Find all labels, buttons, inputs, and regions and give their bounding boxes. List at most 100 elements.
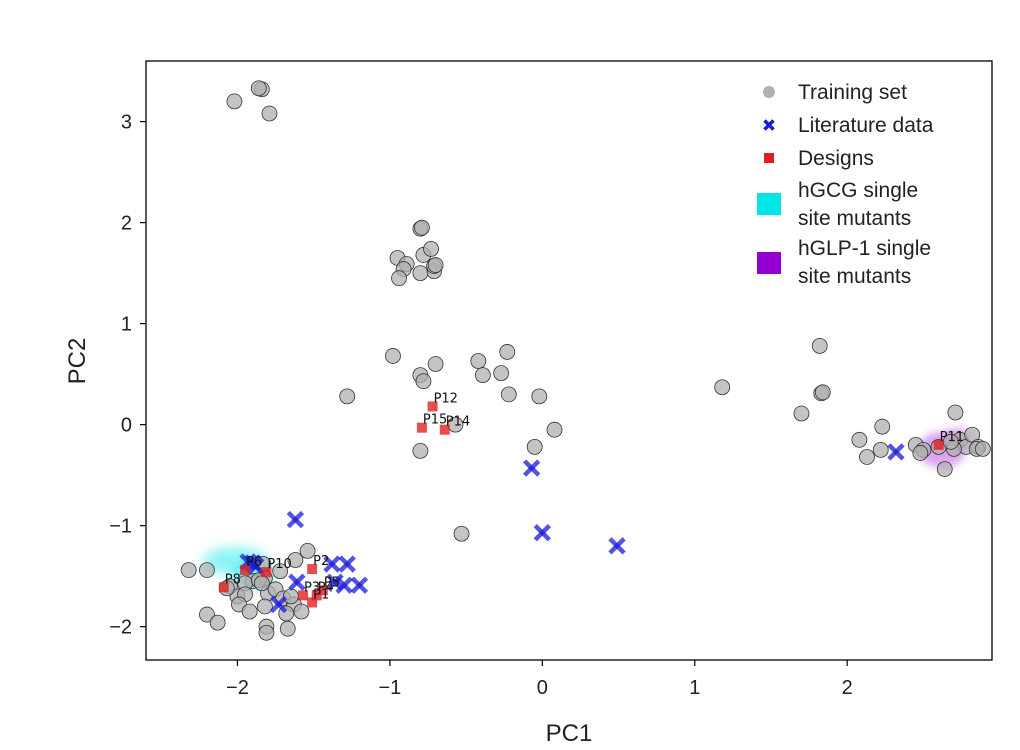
- training-point: [874, 418, 891, 435]
- x-tick-label: −1: [378, 677, 401, 699]
- literature-point: [286, 510, 305, 529]
- literature-point: [350, 576, 369, 594]
- x-tick-label: −2: [226, 677, 249, 699]
- legend-label: hGCG single: [798, 179, 918, 202]
- training-point: [493, 365, 510, 382]
- training-point: [414, 219, 430, 236]
- training-point: [423, 240, 439, 257]
- training-point: [974, 440, 991, 457]
- y-tick-label: −2: [109, 617, 132, 639]
- training-point: [209, 614, 226, 631]
- training-point: [851, 431, 868, 448]
- training-point: [526, 438, 543, 455]
- literature-point: [338, 555, 356, 573]
- legend-label: Designs: [798, 147, 874, 170]
- design-point-label: P1: [313, 587, 329, 602]
- training-point: [385, 348, 401, 364]
- training-point: [180, 562, 197, 578]
- y-axis-label: PC2: [64, 338, 91, 385]
- training-point: [279, 620, 296, 637]
- literature-point: [533, 524, 552, 542]
- training-point: [474, 367, 491, 384]
- training-point: [912, 445, 929, 461]
- training-point: [793, 405, 810, 422]
- training-point: [453, 525, 470, 542]
- literature-point: [326, 573, 344, 591]
- y-tick-label: 3: [121, 112, 132, 134]
- training-point: [391, 270, 407, 287]
- x-axis-ticks: −2 −1 0 1 2: [226, 660, 853, 699]
- legend-item-designs: Designs: [764, 147, 874, 170]
- design-point-label: P5: [324, 575, 340, 590]
- training-point: [447, 416, 464, 433]
- training-point: [412, 443, 429, 459]
- design-point: [439, 424, 450, 435]
- x-axis-label: PC1: [546, 720, 593, 747]
- training-point: [299, 543, 316, 559]
- legend-item-hgcg: hGCG single site mutants: [757, 179, 918, 230]
- design-point-label: P8: [225, 572, 241, 587]
- legend-label: hGLP-1 single: [798, 237, 931, 260]
- design-point-label: P12: [434, 391, 458, 406]
- plot-frame: [145, 60, 993, 661]
- literature-data-points: [239, 443, 905, 614]
- design-point: [317, 585, 328, 596]
- legend-item-training: Training set: [763, 81, 907, 104]
- design-point: [307, 564, 318, 575]
- training-point: [546, 421, 563, 438]
- training-point: [427, 257, 444, 273]
- training-point: [256, 598, 273, 615]
- training-point: [714, 379, 731, 396]
- literature-point: [247, 557, 265, 575]
- legend-label: Literature data: [798, 114, 934, 137]
- x-tick-label: 1: [689, 677, 700, 699]
- training-point: [499, 344, 516, 360]
- training-point: [859, 449, 875, 465]
- design-point: [307, 597, 318, 608]
- design-point-label: P6: [246, 555, 262, 570]
- training-point: [272, 563, 289, 580]
- training-point: [287, 552, 304, 568]
- design-point: [416, 422, 427, 433]
- legend-label: Training set: [798, 81, 907, 104]
- training-point: [241, 603, 258, 620]
- training-point: [811, 337, 828, 354]
- training-point: [814, 384, 831, 401]
- y-axis-ticks: −2 −1 0 1 2 3: [109, 112, 146, 639]
- design-point-label: P14: [446, 415, 470, 430]
- design-point: [261, 567, 272, 578]
- training-point: [531, 388, 548, 405]
- y-tick-label: 0: [121, 415, 132, 437]
- design-point-label: P15: [423, 413, 447, 428]
- training-point: [282, 588, 299, 605]
- literature-point: [288, 573, 306, 591]
- x-tick-label: 0: [537, 677, 548, 699]
- training-point: [412, 265, 429, 282]
- legend-item-literature: Literature data: [763, 114, 934, 137]
- training-set-points: [180, 80, 991, 641]
- literature-point: [887, 443, 905, 461]
- training-point: [872, 441, 889, 458]
- training-point: [936, 461, 953, 477]
- training-point: [947, 404, 964, 421]
- training-point: [470, 353, 487, 369]
- x-tick-label: 2: [842, 677, 853, 699]
- design-point: [311, 590, 322, 601]
- training-point: [261, 105, 278, 122]
- design-point: [933, 439, 944, 450]
- training-point: [258, 624, 275, 641]
- design-point: [298, 590, 309, 601]
- legend-patch-marker: [757, 193, 781, 215]
- training-point: [293, 603, 310, 620]
- design-point-label: P10: [267, 557, 291, 572]
- literature-point: [608, 537, 626, 555]
- legend: Training set Literature data Designs hGCG s…: [757, 81, 934, 288]
- design-point-label: P2: [313, 554, 329, 569]
- training-point: [250, 80, 267, 97]
- training-point: [199, 606, 215, 623]
- literature-point: [522, 459, 541, 477]
- design-point: [240, 565, 251, 576]
- training-point: [226, 93, 243, 110]
- design-point: [427, 401, 438, 412]
